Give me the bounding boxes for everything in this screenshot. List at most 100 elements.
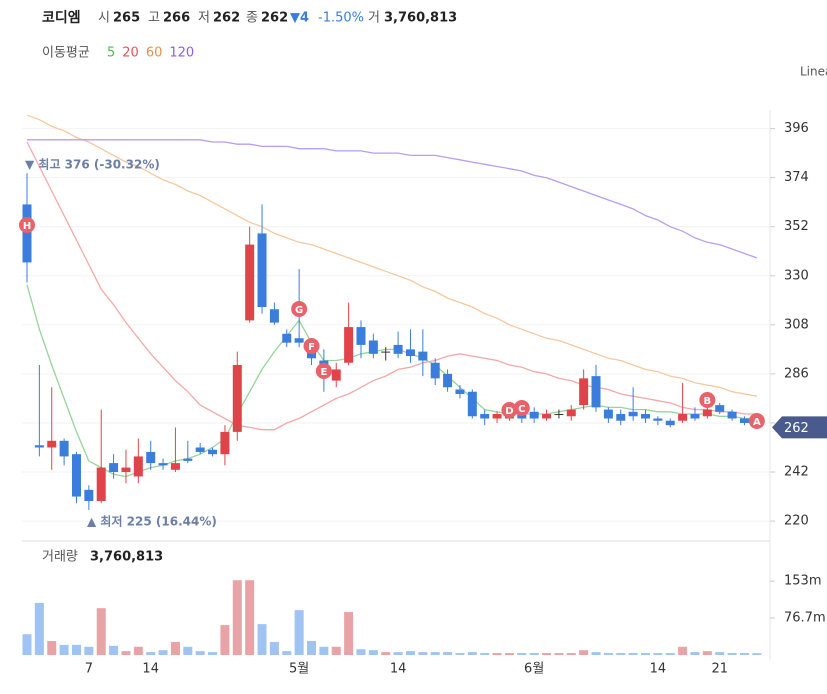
candle-body — [579, 378, 589, 406]
y-tick-label: 374 — [784, 170, 809, 185]
candle-body — [727, 411, 737, 419]
candle-body — [678, 414, 688, 421]
volume-bar — [665, 653, 675, 655]
volume-title: 거래량 — [42, 550, 78, 565]
volume-bar — [504, 653, 514, 655]
high-label: 고 — [148, 11, 160, 26]
volume-bar — [109, 645, 119, 655]
candle-body — [430, 362, 440, 379]
volume-label: 거 — [368, 11, 380, 26]
candle-body — [96, 467, 106, 502]
candle-body — [591, 376, 601, 408]
candle-body — [245, 244, 255, 321]
event-marker — [748, 413, 765, 429]
volume-bar — [282, 651, 292, 655]
candle-body — [344, 327, 354, 363]
volume-bar — [430, 652, 440, 655]
candle-body — [170, 463, 180, 470]
candle-body — [393, 344, 403, 354]
volume-bar — [492, 653, 502, 655]
volume-bar — [356, 649, 366, 655]
y-tick-label: 330 — [784, 268, 809, 283]
volume-bar — [96, 608, 106, 655]
ma-line — [26, 284, 757, 478]
low-label: 저 — [198, 11, 210, 26]
x-tick-label: 6월 — [524, 662, 544, 677]
candle-body — [381, 351, 391, 353]
volume-bar — [690, 652, 700, 655]
x-tick-label: 14 — [390, 662, 407, 677]
volume-bar — [579, 650, 589, 655]
volume-bar — [368, 650, 378, 655]
event-marker — [501, 402, 518, 418]
candle-body — [418, 351, 428, 361]
volume-bar — [269, 641, 279, 655]
event-marker-label: C — [518, 404, 525, 415]
y-tick-label: 242 — [784, 465, 809, 480]
candle-body — [467, 391, 477, 417]
candle-body — [356, 327, 366, 345]
event-marker — [699, 392, 716, 408]
volume-bar — [566, 653, 576, 655]
y-tick-label: 308 — [784, 317, 809, 332]
volume-bar — [245, 580, 255, 655]
candle-body — [208, 449, 218, 455]
volume-bar — [641, 653, 650, 655]
volume-bar — [232, 580, 242, 655]
candle-body — [715, 405, 725, 412]
y-tick-label: 220 — [784, 514, 809, 529]
volume-bar — [542, 653, 552, 655]
open-value: 265 — [113, 11, 140, 26]
volume-bar — [34, 602, 44, 655]
low-note: ▲ 최저 225 (16.44%) — [87, 514, 217, 529]
volume-tick-label: 153m — [784, 574, 821, 589]
volume-bar — [628, 653, 638, 655]
scale-mode[interactable]: Linea — [800, 65, 827, 79]
volume-bar — [331, 646, 341, 655]
y-tick-label: 352 — [784, 219, 809, 234]
close-label: 종 — [246, 11, 258, 26]
candle-body — [232, 364, 242, 432]
event-marker — [19, 217, 35, 233]
volume-bar — [715, 652, 725, 655]
event-marker — [513, 400, 530, 416]
volume-bar — [517, 653, 527, 655]
volume-bar — [381, 652, 391, 655]
volume-bar — [307, 641, 317, 655]
candle-body — [455, 389, 465, 394]
candle-body — [121, 467, 131, 473]
event-marker — [291, 301, 308, 317]
x-tick-label: 5월 — [289, 662, 309, 677]
candle-body — [653, 418, 663, 421]
volume-bar — [591, 652, 601, 655]
candle-body — [84, 489, 94, 502]
candle-body — [702, 409, 712, 417]
x-tick-label: 14 — [142, 662, 159, 677]
ma-line — [27, 139, 758, 259]
candle-body — [257, 233, 267, 308]
candle-body — [22, 204, 32, 263]
candle-body — [109, 463, 119, 473]
x-tick-label: 7 — [85, 662, 93, 677]
candle-body — [603, 409, 613, 419]
candle-body — [554, 414, 564, 416]
ma-label: 이동평균 — [42, 46, 90, 61]
volume-bar — [294, 610, 304, 655]
candle-body — [34, 445, 44, 448]
low-value: 262 — [213, 11, 240, 26]
volume-bar — [418, 652, 428, 655]
change: ▼4 — [290, 11, 309, 26]
candle-body — [294, 338, 304, 343]
volume-bar — [344, 612, 354, 655]
event-marker — [303, 338, 320, 354]
volume-bar — [319, 646, 329, 655]
high-value: 266 — [163, 11, 190, 26]
volume-bar — [752, 653, 762, 655]
candle-body — [47, 440, 57, 448]
legend-entry: 20 — [122, 46, 139, 61]
candle-body — [282, 333, 292, 343]
candle-body — [183, 458, 193, 461]
candle-body — [158, 463, 168, 466]
high-note: ▼ 최고 376 (-30.32%) — [25, 157, 160, 172]
